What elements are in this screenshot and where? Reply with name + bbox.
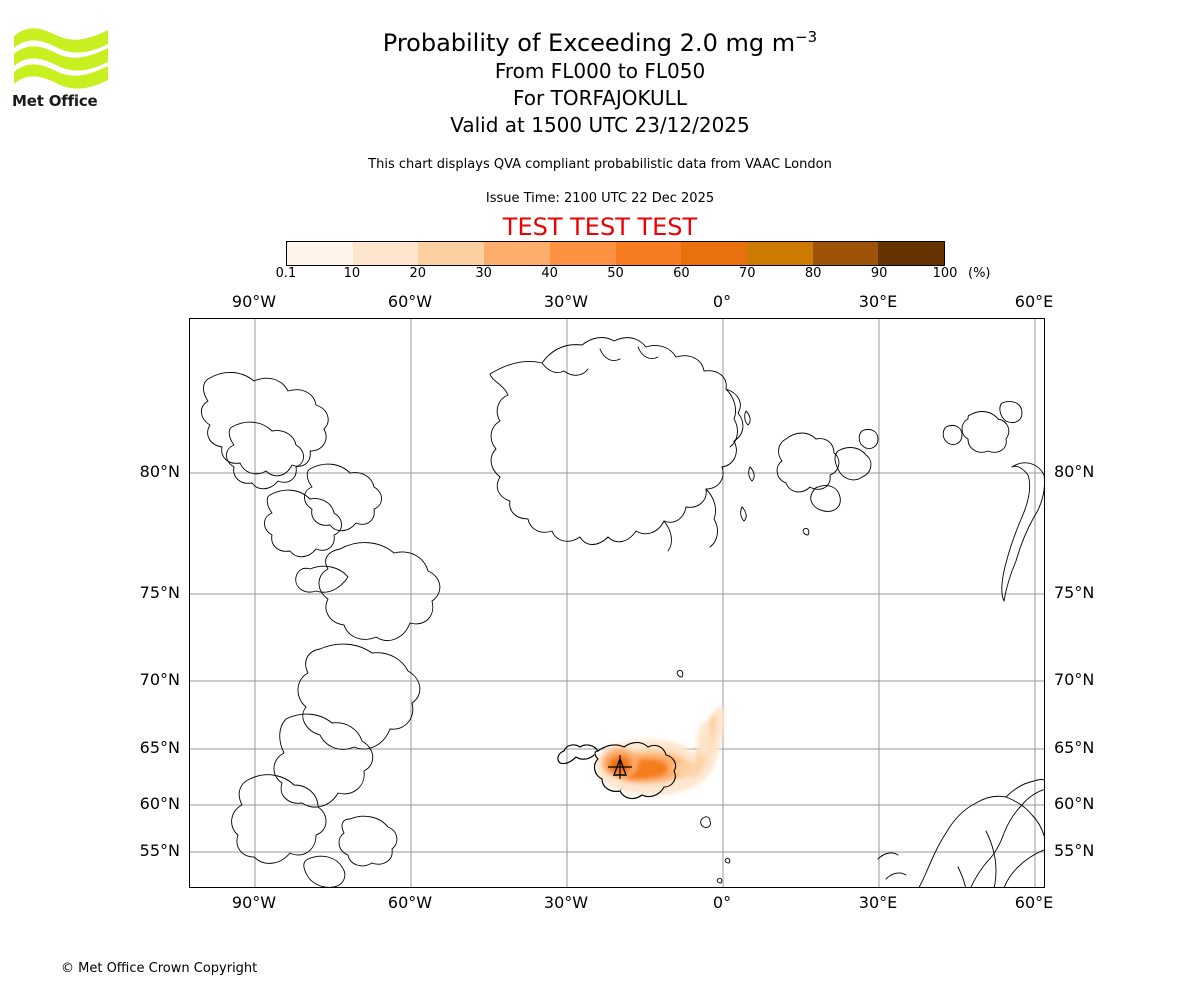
colorbar-tick-20: 20 bbox=[409, 266, 427, 281]
lat-label-right-75°N: 75°N bbox=[1054, 583, 1095, 602]
title-superscript: −3 bbox=[795, 28, 818, 46]
colorbar-tick-50: 50 bbox=[607, 266, 624, 281]
lat-label-right-70°N: 70°N bbox=[1054, 670, 1095, 689]
colorbar-band-9 bbox=[878, 242, 945, 265]
lat-label-left-80°N: 80°N bbox=[139, 462, 180, 481]
colorbar-band-2 bbox=[418, 242, 485, 265]
ash-plume-field bbox=[595, 706, 725, 796]
colorbar-band-4 bbox=[549, 242, 616, 265]
title-block: Probability of Exceeding 2.0 mg m−3 From… bbox=[0, 22, 1200, 139]
lat-label-right-60°N: 60°N bbox=[1054, 794, 1095, 813]
colorbar-band-0 bbox=[287, 242, 353, 265]
met-office-logo bbox=[12, 22, 112, 112]
colorbar-band-5 bbox=[615, 242, 682, 265]
lat-label-left-60°N: 60°N bbox=[139, 794, 180, 813]
lon-label-top-90°W: 90°W bbox=[231, 292, 277, 311]
colorbar-tick-40: 40 bbox=[541, 266, 558, 281]
lat-label-right-55°N: 55°N bbox=[1054, 841, 1095, 860]
logo-waves-icon bbox=[14, 28, 108, 89]
volcano-name-line: For TORFAJOKULL bbox=[513, 86, 687, 110]
lon-label-bottom-90°W: 90°W bbox=[231, 893, 277, 912]
qva-note: This chart displays QVA compliant probab… bbox=[368, 157, 832, 172]
lon-label-bottom-0°: 0° bbox=[712, 893, 732, 912]
colorbar-tick-60: 60 bbox=[673, 266, 690, 281]
lat-label-right-65°N: 65°N bbox=[1054, 738, 1095, 757]
colorbar-band-7 bbox=[746, 242, 813, 265]
lat-label-left-75°N: 75°N bbox=[139, 583, 180, 602]
colorbar-tick-0.1: 0.1 bbox=[275, 266, 297, 281]
lat-label-left-55°N: 55°N bbox=[139, 841, 180, 860]
copyright-notice: © Met Office Crown Copyright bbox=[61, 961, 258, 976]
page-title: Probability of Exceeding 2.0 mg m−3 bbox=[0, 22, 1200, 58]
valid-time-line: Valid at 1500 UTC 23/12/2025 bbox=[450, 113, 750, 137]
map-gridlines bbox=[190, 319, 1044, 887]
lon-label-top-0°: 0° bbox=[712, 292, 732, 311]
colorbar-band-1 bbox=[352, 242, 419, 265]
lon-label-bottom-60°W: 60°W bbox=[387, 893, 433, 912]
lon-label-bottom-30°W: 30°W bbox=[543, 893, 589, 912]
map-canvas bbox=[190, 319, 1044, 887]
title-main-text: Probability of Exceeding 2.0 mg m bbox=[382, 29, 796, 57]
logo-wordmark: Met Office bbox=[12, 92, 98, 110]
probability-colorbar bbox=[286, 241, 945, 266]
colorbar-tick-90: 90 bbox=[870, 266, 888, 281]
lat-label-right-80°N: 80°N bbox=[1054, 462, 1095, 481]
map-panel[interactable] bbox=[189, 318, 1045, 888]
colorbar-band-6 bbox=[681, 242, 747, 265]
colorbar-tick-80: 80 bbox=[804, 266, 822, 281]
test-watermark: TEST TEST TEST bbox=[502, 213, 698, 241]
lon-label-top-30°W: 30°W bbox=[543, 292, 589, 311]
colorbar-band-8 bbox=[812, 242, 879, 265]
colorbar-tick-30: 30 bbox=[475, 266, 492, 281]
lon-label-top-60°E: 60°E bbox=[1014, 292, 1054, 311]
colorbar-bands bbox=[286, 241, 945, 266]
colorbar-tick-70: 70 bbox=[739, 266, 756, 281]
iceland-coastline-overlay bbox=[557, 741, 677, 800]
issue-time: Issue Time: 2100 UTC 22 Dec 2025 bbox=[485, 191, 715, 206]
lat-label-left-65°N: 65°N bbox=[139, 738, 180, 757]
colorbar-tick-100: 100 bbox=[932, 266, 958, 281]
volcano-marker-icon bbox=[608, 755, 632, 779]
lon-label-bottom-30°E: 30°E bbox=[858, 893, 898, 912]
flight-levels-line: From FL000 to FL050 bbox=[494, 59, 706, 83]
colorbar-tick-10: 10 bbox=[343, 266, 361, 281]
lon-label-top-30°E: 30°E bbox=[858, 292, 898, 311]
colorbar-band-3 bbox=[484, 242, 550, 265]
colorbar-unit-label: (%) bbox=[968, 266, 991, 281]
lon-label-bottom-60°E: 60°E bbox=[1014, 893, 1054, 912]
lat-label-left-70°N: 70°N bbox=[139, 670, 180, 689]
lon-label-top-60°W: 60°W bbox=[387, 292, 433, 311]
